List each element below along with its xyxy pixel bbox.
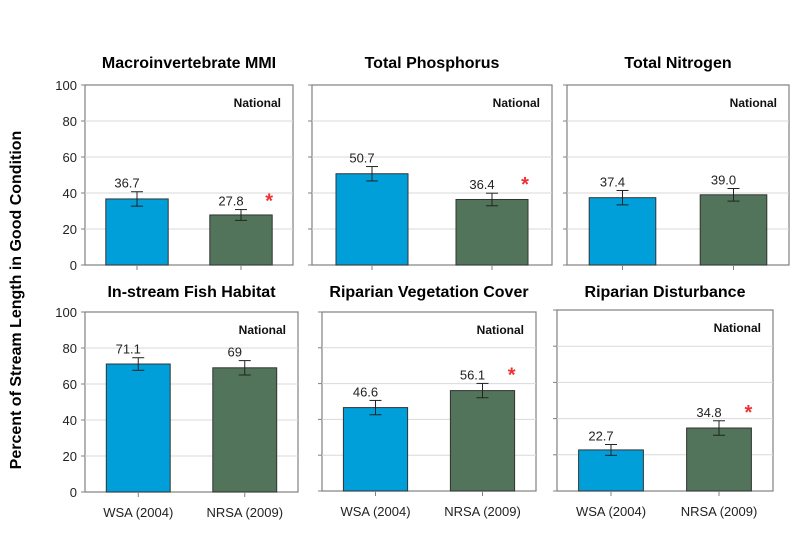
data-label: 37.4: [600, 174, 625, 189]
data-label: 39.0: [711, 173, 736, 188]
significance-star: *: [265, 191, 273, 213]
panel-title: Riparian Disturbance: [585, 284, 746, 301]
bar-wsa: [105, 363, 171, 493]
bar-wsa: [105, 198, 169, 266]
panel-annotation: National: [234, 96, 281, 110]
bar-wsa: [578, 449, 644, 492]
bar-wsa: [588, 197, 657, 266]
bar-nrsa: [212, 367, 278, 493]
data-label: 56.1: [460, 367, 485, 382]
y-tick-label: 20: [63, 222, 77, 237]
panel-annotation: National: [714, 321, 761, 335]
y-tick-label: 100: [55, 305, 77, 320]
y-tick-label: 0: [70, 485, 77, 500]
significance-star: *: [508, 364, 516, 386]
panel-title: Riparian Vegetation Cover: [329, 284, 528, 301]
data-label: 36.4: [469, 177, 494, 192]
y-tick-label: 60: [63, 377, 77, 392]
bar-nrsa: [686, 427, 752, 492]
panel-annotation: National: [730, 96, 777, 110]
significance-star: *: [745, 402, 753, 424]
panel-annotation: National: [239, 323, 286, 337]
data-label: 22.7: [588, 428, 613, 443]
data-label: 36.7: [114, 176, 139, 191]
bar-wsa: [335, 173, 409, 266]
data-label: 69: [228, 345, 242, 360]
panel-title: Macroinvertebrate MMI: [102, 55, 276, 72]
y-tick-label: 80: [63, 341, 77, 356]
y-tick-label: 40: [63, 413, 77, 428]
x-category-label: WSA (2004): [103, 505, 173, 520]
y-tick-label: 40: [63, 186, 77, 201]
data-label: 46.6: [353, 384, 378, 399]
bar-nrsa: [449, 390, 516, 492]
panel-title: Total Phosphorus: [365, 55, 500, 72]
bar-nrsa: [455, 198, 529, 266]
y-tick-label: 0: [70, 258, 77, 273]
bar-nrsa: [699, 194, 768, 266]
bar-nrsa: [209, 214, 273, 266]
panel-annotation: National: [493, 96, 540, 110]
x-category-label: NRSA (2009): [206, 505, 283, 520]
panel-title: Total Nitrogen: [624, 55, 731, 72]
panel-annotation: National: [477, 323, 524, 337]
data-label: 71.1: [116, 342, 141, 357]
data-label: 50.7: [349, 151, 374, 166]
y-tick-label: 80: [63, 114, 77, 129]
bar-wsa: [342, 407, 409, 492]
data-label: 27.8: [218, 194, 243, 209]
x-category-label: WSA (2004): [576, 504, 646, 519]
y-axis-label: Percent of Stream Length in Good Conditi…: [8, 131, 25, 470]
y-tick-label: 60: [63, 150, 77, 165]
y-tick-label: 100: [55, 78, 77, 93]
data-label: 34.8: [696, 405, 721, 420]
y-tick-label: 20: [63, 449, 77, 464]
x-category-label: WSA (2004): [340, 504, 410, 519]
x-category-label: NRSA (2009): [444, 504, 521, 519]
x-category-label: NRSA (2009): [681, 504, 758, 519]
panel-title: In-stream Fish Habitat: [107, 284, 276, 301]
significance-star: *: [521, 174, 529, 196]
